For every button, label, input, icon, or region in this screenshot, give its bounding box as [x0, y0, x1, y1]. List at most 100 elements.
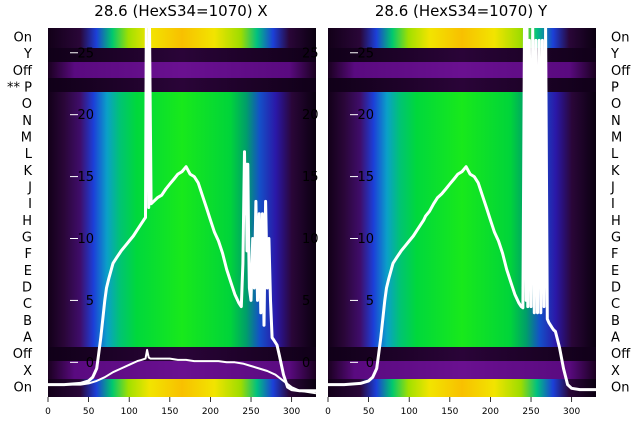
x-tick-label: 150 — [441, 407, 458, 417]
heatmap-band-gap — [48, 78, 316, 92]
row-label: N — [22, 114, 32, 129]
chart-panel-y: 28.6 (HexS34=1070) Y 0 5 10 15 20 25 0 50 100 15… — [325, 2, 596, 417]
row-label: Off — [13, 64, 33, 79]
row-label: E — [611, 264, 619, 279]
row-label: D — [22, 281, 32, 296]
y-tick-label: 25 — [357, 46, 374, 61]
heatmap-y — [328, 28, 596, 397]
row-label: K — [611, 164, 620, 179]
x-tick-labels-y: 0 50 100 150 200 250 300 — [325, 397, 580, 417]
row-label: X — [23, 364, 32, 379]
series-line-0 — [48, 26, 316, 393]
x-tick-label: 50 — [83, 407, 95, 417]
row-label: I — [611, 197, 615, 212]
y-tick-label: 25 — [77, 46, 94, 61]
x-tick-label: 250 — [522, 407, 539, 417]
row-label: A — [611, 331, 620, 346]
row-label: L — [25, 147, 33, 162]
row-label: O — [22, 97, 32, 112]
row-label: H — [22, 214, 32, 229]
heatmap-band-offtop — [48, 48, 316, 62]
row-label: N — [611, 114, 621, 129]
row-label: Off — [611, 347, 631, 362]
y-tick-label: 5 — [86, 294, 94, 309]
heatmap-band-top — [328, 28, 596, 48]
x-tick-label: 300 — [563, 407, 580, 417]
y-tick-label: 0 — [366, 356, 374, 371]
row-label: C — [23, 297, 32, 312]
row-label: F — [611, 247, 618, 262]
x-tick-label: 100 — [401, 407, 418, 417]
y-tick-label: 15 — [77, 170, 94, 185]
row-label: On — [611, 31, 629, 46]
line-series-y — [328, 26, 596, 392]
row-label: I — [28, 197, 32, 212]
y-tick-label-ghost: 0 — [302, 356, 310, 371]
row-label: Off — [13, 347, 33, 362]
row-label: M — [611, 131, 622, 146]
series-line-0 — [328, 26, 596, 392]
y-tick-label-ghost: 20 — [302, 108, 319, 123]
heatmap-x — [48, 28, 316, 397]
y-tick-label: 10 — [357, 232, 374, 247]
row-label: A — [23, 331, 32, 346]
x-tick-label: 150 — [161, 407, 178, 417]
y-tick-label-ghost: 15 — [302, 170, 319, 185]
x-tick-label: 250 — [242, 407, 259, 417]
row-label: B — [611, 314, 620, 329]
row-label: On — [611, 381, 629, 396]
heatmap-band-bottom-dark — [328, 347, 596, 361]
row-label: D — [611, 281, 621, 296]
y-tick-label: 20 — [357, 108, 374, 123]
heatmap-band-purple-bottom — [328, 361, 596, 379]
y-tick-label-ghost: 10 — [302, 232, 319, 247]
y-tick-label: 20 — [77, 108, 94, 123]
row-label: O — [611, 97, 621, 112]
row-label: J — [27, 181, 32, 196]
row-label: Y — [610, 47, 619, 62]
heatmap-band-bottom — [48, 379, 316, 397]
heatmap-band-bottom — [328, 379, 596, 397]
row-label: Off — [611, 64, 631, 79]
y-tick-label: 15 — [357, 170, 374, 185]
x-tick-label: 100 — [121, 407, 138, 417]
x-tick-label: 0 — [325, 407, 331, 417]
row-label: On — [14, 31, 32, 46]
row-label: C — [611, 297, 620, 312]
row-label: P — [611, 81, 619, 96]
y-tick-labels-x: 0 5 10 15 20 25 0 5 10 15 20 25 — [70, 46, 319, 371]
y-tick-labels-y: 0 5 10 15 20 25 — [350, 46, 374, 371]
heatmap-band-gap — [328, 78, 596, 92]
row-label: L — [611, 147, 619, 162]
chart-title-x: 28.6 (HexS34=1070) X — [94, 2, 267, 20]
row-label: F — [25, 247, 32, 262]
x-tick-label: 0 — [45, 407, 51, 417]
heatmap-band-main — [328, 92, 596, 347]
row-label: J — [610, 181, 615, 196]
row-label: E — [24, 264, 32, 279]
x-tick-labels-x: 0 50 100 150 200 250 300 — [45, 397, 300, 417]
x-tick-label: 50 — [363, 407, 375, 417]
x-tick-label: 300 — [283, 407, 300, 417]
y-tick-label: 5 — [366, 294, 374, 309]
y-tick-label: 0 — [86, 356, 94, 371]
row-label: X — [611, 364, 620, 379]
heatmap-band-purple-top — [328, 62, 596, 78]
row-label: G — [22, 231, 32, 246]
y-tick-label-ghost: 25 — [302, 46, 319, 61]
chart-title-y: 28.6 (HexS34=1070) Y — [375, 2, 548, 20]
line-series-x — [48, 26, 317, 395]
y-tick-label-ghost: 5 — [302, 294, 310, 309]
y-tick-label: 10 — [77, 232, 94, 247]
row-label: G — [611, 231, 621, 246]
row-label: B — [23, 314, 32, 329]
x-tick-label: 200 — [482, 407, 499, 417]
row-label: ** P — [7, 81, 32, 96]
row-label: Y — [23, 47, 32, 62]
row-label: K — [23, 164, 32, 179]
chart-panel-x: 28.6 (HexS34=1070) X 0510152025051015202… — [45, 2, 318, 417]
row-label: M — [21, 131, 32, 146]
